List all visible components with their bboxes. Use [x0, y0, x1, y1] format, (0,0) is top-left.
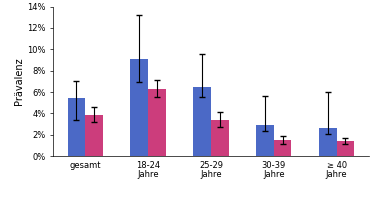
Bar — [319, 128, 337, 156]
Bar — [274, 140, 291, 156]
Bar — [193, 87, 211, 156]
Bar — [68, 99, 85, 156]
Bar — [337, 141, 354, 156]
Bar — [85, 115, 103, 156]
Bar — [148, 89, 166, 156]
Y-axis label: Prävalenz: Prävalenz — [14, 58, 24, 105]
Bar — [130, 59, 148, 156]
Bar — [211, 120, 228, 156]
Bar — [256, 125, 274, 156]
